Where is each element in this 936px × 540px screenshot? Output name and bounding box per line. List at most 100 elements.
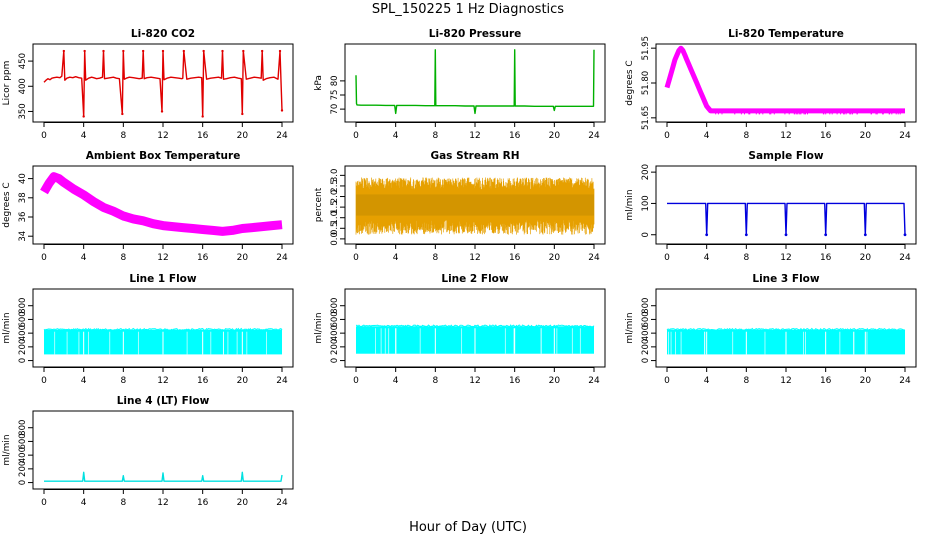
x-tick-label: 12 <box>469 376 480 386</box>
y-axis-label: kPa <box>314 75 324 91</box>
y-axis-label: ml/min <box>2 434 12 465</box>
x-tick-label: 12 <box>469 253 480 263</box>
panel-title: Li-820 Pressure <box>429 28 522 40</box>
x-tick-label: 16 <box>197 376 209 386</box>
y-tick-label: 400 <box>330 325 340 341</box>
panel-title: Li-820 Temperature <box>728 28 844 40</box>
panel-9: Line 3 Flow ml/min 0 4 8 12 16 20 24 0 20040060080… <box>625 273 917 386</box>
y-tick-label: 0 <box>330 358 340 363</box>
x-tick-label: 20 <box>237 498 249 508</box>
y-tick-label: 600 <box>330 311 340 327</box>
y-tick-label: 400 <box>18 325 28 341</box>
co2-spike-point <box>242 49 245 53</box>
flow-band-edge <box>355 324 595 328</box>
x-tick-label: 4 <box>393 253 399 263</box>
y-tick-label: 800 <box>18 420 28 436</box>
x-tick-label: 12 <box>469 131 480 141</box>
series-sample-flow <box>667 202 907 237</box>
co2-spike-point <box>121 112 124 116</box>
y-tick-label: 2.0 <box>330 190 340 204</box>
y-tick-label: 0 <box>641 358 651 363</box>
x-tick-label: 16 <box>197 498 209 508</box>
y-tick-label: 200 <box>18 339 28 355</box>
x-tick-label: 16 <box>197 253 209 263</box>
y-tick-label: 40 <box>18 173 28 184</box>
x-tick-label: 24 <box>899 376 911 386</box>
y-axis-label: ml/min <box>625 312 635 343</box>
x-tick-label: 0 <box>41 376 47 386</box>
x-tick-label: 24 <box>276 376 288 386</box>
x-tick-label: 16 <box>509 131 521 141</box>
x-tick-label: 4 <box>704 131 710 141</box>
y-tick-label: 3.0 <box>330 169 340 183</box>
x-tick-label: 24 <box>588 253 600 263</box>
x-tick-label: 12 <box>780 253 791 263</box>
figure-xlabel: Hour of Day (UTC) <box>409 520 527 535</box>
x-tick-label: 20 <box>860 253 872 263</box>
panel-10: Line 4 (LT) Flow ml/min 0 4 8 12 16 20 24 0 200400… <box>2 395 294 508</box>
y-axis-label: Licor ppm <box>2 61 12 106</box>
data-line <box>44 471 283 482</box>
panel-title: Sample Flow <box>748 150 823 162</box>
flow-band-edge <box>666 327 906 332</box>
y-axis-label: ml/min <box>2 312 12 343</box>
y-tick-label: 36 <box>18 212 28 223</box>
x-tick-label: 24 <box>899 253 911 263</box>
y-tick-label: 800 <box>330 298 340 314</box>
x-tick-label: 8 <box>120 498 126 508</box>
x-tick-label: 0 <box>664 376 670 386</box>
x-tick-label: 12 <box>780 376 791 386</box>
x-tick-label: 20 <box>237 131 249 141</box>
panel-6: Sample Flow ml/min 0 4 8 12 16 20 24 0 100 200 <box>625 150 917 263</box>
y-tick-label: 800 <box>641 298 651 314</box>
x-tick-label: 4 <box>393 376 399 386</box>
x-tick-label: 8 <box>120 253 126 263</box>
y-tick-label: 38 <box>18 192 28 203</box>
x-tick-label: 4 <box>81 498 87 508</box>
y-tick-label: 200 <box>641 164 651 180</box>
x-tick-label: 12 <box>157 253 168 263</box>
flow-band-edge <box>43 327 283 332</box>
panel-title: Line 1 Flow <box>129 273 196 285</box>
panel-8: Line 2 Flow ml/min 0 4 8 12 16 20 24 0 20040060080… <box>314 273 606 386</box>
co2-spike-point <box>141 49 145 53</box>
co2-spike-point <box>83 49 86 53</box>
y-tick-label: 0 <box>18 480 28 485</box>
x-tick-label: 8 <box>743 131 749 141</box>
y-tick-label: 450 <box>18 53 28 69</box>
x-tick-label: 24 <box>899 131 911 141</box>
series-co2 <box>43 49 284 118</box>
y-tick-label: 400 <box>641 325 651 341</box>
series-pressure <box>355 49 595 115</box>
panel-3: Li-820 Temperature degrees C 0 4 8 12 16 20 24 51… <box>625 28 917 141</box>
flow-dip-point <box>863 233 867 237</box>
x-tick-label: 16 <box>820 253 832 263</box>
x-tick-label: 16 <box>509 253 521 263</box>
x-tick-label: 8 <box>432 131 438 141</box>
panel-title: Gas Stream RH <box>430 150 519 162</box>
y-tick-label: 400 <box>18 447 28 463</box>
x-tick-label: 8 <box>743 253 749 263</box>
co2-spike-point <box>160 110 164 113</box>
x-tick-label: 24 <box>276 498 288 508</box>
data-line <box>664 45 905 114</box>
series-line-4-flow <box>44 471 283 482</box>
co2-spike-point <box>201 115 204 118</box>
y-axis-label: degrees C <box>625 60 635 105</box>
rh-noise <box>355 177 595 235</box>
y-tick-label: 0.0 <box>330 232 340 246</box>
x-tick-label: 4 <box>704 376 710 386</box>
x-tick-label: 20 <box>549 253 561 263</box>
y-tick-label: 51.95 <box>641 36 651 60</box>
y-tick-label: 100 <box>641 195 651 211</box>
y-axis-label: percent <box>314 187 324 222</box>
y-tick-label: 0.5 <box>330 222 340 236</box>
data-line <box>355 49 595 115</box>
co2-spike-point <box>82 115 85 118</box>
x-tick-label: 4 <box>81 253 87 263</box>
x-tick-label: 8 <box>743 376 749 386</box>
co2-spike-point <box>102 49 105 53</box>
y-tick-label: 0 <box>18 358 28 363</box>
y-tick-label: 200 <box>330 339 340 355</box>
co2-spike-point <box>62 49 66 53</box>
